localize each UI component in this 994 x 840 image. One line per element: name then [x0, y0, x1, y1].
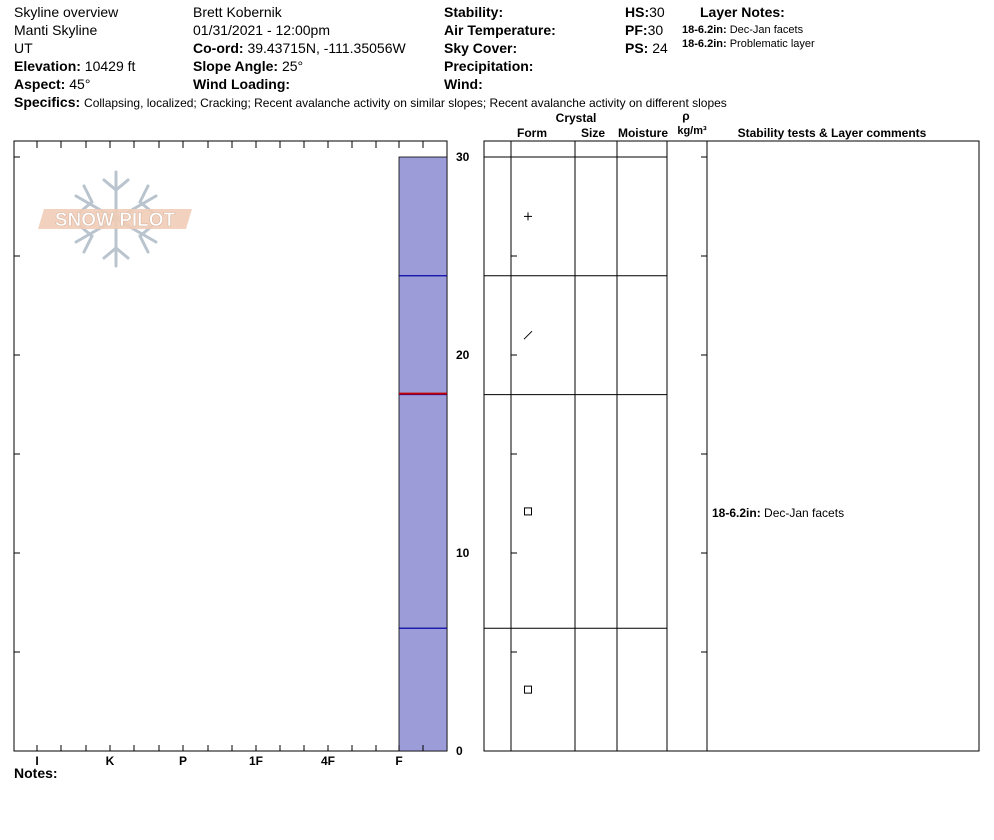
hardness-scale-label: I [35, 754, 38, 768]
wind: Wind: [444, 75, 483, 93]
depth-tick-label: 0 [456, 744, 463, 758]
sky-cover: Sky Cover: [444, 39, 517, 57]
air-temperature: Air Temperature: [444, 21, 556, 39]
aspect-value: 45° [69, 76, 91, 92]
notes-label: Notes: [14, 765, 58, 781]
wind-loading-label: Wind Loading: [193, 76, 291, 92]
hardness-bar [398, 156, 448, 277]
slope-value: 25° [281, 58, 304, 74]
form-symbol-df [523, 330, 533, 340]
specifics-value: Collapsing, localized; Cracking; Recent … [84, 96, 727, 110]
header-density-unit: kg/m³ [677, 125, 707, 137]
pf: PF:30 [625, 21, 663, 39]
layer-table: Crystal Form Size Moisture ρ kg/m³ Stability t… [483, 109, 980, 752]
hs-label: HS: [625, 4, 650, 20]
depth-tick-label: 10 [456, 546, 470, 560]
coordinates: Co-ord: 39.43715N, -111.35056W [193, 39, 406, 57]
header-size: Size [581, 126, 605, 140]
pf-value: 30 [647, 22, 664, 38]
slope-angle: Slope Angle: 25° [193, 57, 303, 75]
layer-comment-range: 18-6.2in: [712, 506, 764, 520]
hardness-panel: I K P 1F 4F F 0 10 20 30 [13, 140, 470, 768]
header-moisture: Moisture [618, 126, 668, 140]
stability-label: Stability: [444, 4, 504, 20]
layer-note-text: Problematic layer [729, 38, 815, 50]
layer-note-range: 18-6.2in: [682, 24, 727, 36]
layer-notes-title: Layer Notes: [700, 3, 785, 21]
header-comments: Stability tests & Layer comments [738, 126, 927, 140]
form-symbol-fc [524, 507, 532, 516]
elevation-label: Elevation: [14, 58, 81, 74]
header-form: Form [517, 126, 547, 140]
aspect: Aspect: 45° [14, 75, 90, 93]
pf-label: PF: [625, 22, 648, 38]
specifics: Specifics: Collapsing, localized; Cracki… [14, 93, 727, 112]
air-temp-label: Air Temperature: [444, 22, 556, 38]
hardness-bar [398, 275, 448, 395]
coord-label: Co-ord: [193, 40, 244, 56]
specifics-label: Specifics: [14, 94, 81, 110]
hardness-scale-label: 1F [249, 754, 263, 768]
range-name: Manti Skyline [14, 22, 98, 38]
layer-note: 18-6.2in: Dec-Jan facets [682, 23, 803, 37]
hardness-frame [13, 140, 448, 752]
layer-note-range: 18-6.2in: [682, 38, 727, 50]
form-symbol-fc [524, 685, 532, 694]
depth-tick-label: 30 [456, 150, 470, 164]
stability: Stability: [444, 3, 503, 21]
elevation-value: 10429 ft [84, 58, 136, 74]
precip-label: Precipitation: [444, 58, 534, 74]
table-frame [483, 140, 980, 752]
coord-value: 39.43715N, -111.35056W [247, 40, 406, 56]
hardness-scale-label: 4F [321, 754, 335, 768]
hardness-bar [398, 627, 448, 752]
layer-comment: 18-6.2in: Dec-Jan facets [712, 506, 844, 520]
snowpilot-logo: SNOW PILOT [38, 170, 192, 268]
layer-note-text: Dec-Jan facets [729, 24, 804, 36]
location-name: Skyline overview [14, 4, 119, 20]
hardness-scale-label: P [179, 754, 187, 768]
header-rho: ρ [682, 109, 689, 123]
precipitation: Precipitation: [444, 57, 533, 75]
wind-label: Wind: [444, 76, 483, 92]
aspect-label: Aspect: [14, 76, 66, 92]
hardness-scale-label: F [395, 754, 402, 768]
header-crystal: Crystal [556, 111, 597, 125]
wind-loading: Wind Loading: [193, 75, 290, 93]
hs-value: 30 [649, 4, 665, 20]
ps-value: 24 [652, 40, 668, 56]
depth-tick-label: 20 [456, 348, 470, 362]
layer-note: 18-6.2in: Problematic layer [682, 37, 815, 51]
layer-comment-text: Dec-Jan facets [764, 506, 844, 520]
layer-notes-title-text: Layer Notes: [700, 4, 785, 20]
state: UT [14, 40, 33, 56]
observer: Brett Kobernik [193, 4, 282, 20]
elevation: Elevation: 10429 ft [14, 57, 135, 75]
sky-cover-label: Sky Cover: [444, 40, 518, 56]
hardness-bar [398, 394, 448, 629]
datetime: 01/31/2021 - 12:00pm [193, 22, 330, 38]
hardness-scale-label: K [106, 754, 115, 768]
ps: PS: 24 [625, 39, 668, 57]
hs: HS:30 [625, 3, 665, 21]
snowpilot-logo-text: SNOW PILOT [55, 210, 176, 231]
ps-label: PS: [625, 40, 649, 56]
slope-label: Slope Angle: [193, 58, 279, 74]
